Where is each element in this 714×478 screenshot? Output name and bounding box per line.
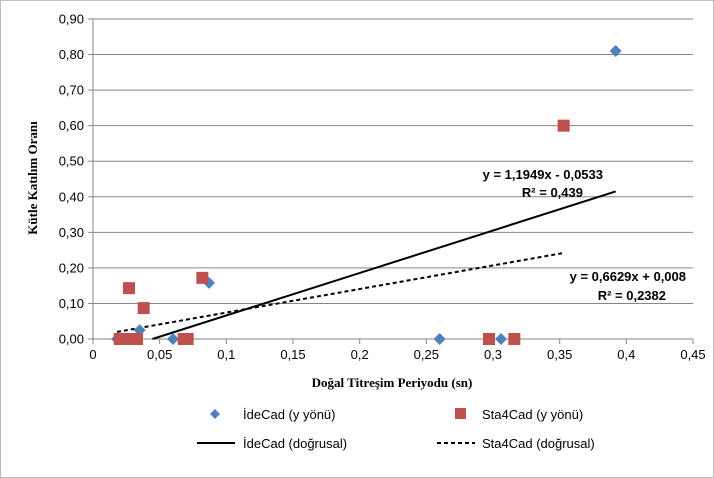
sta4cad-data-point [137,302,150,315]
legend-item-idecad-points: İdeCad (y yönü) [210,407,336,422]
sta4cad-data-point [557,119,570,132]
legend-item-sta4cad-trend: Sta4Cad (doğrusal) [437,436,595,451]
sta4cad-r2: R² = 0,2382 [598,288,666,303]
y-tick-label: 0,80 [59,47,84,62]
sta4cad-data-point [508,333,521,345]
point-layer [111,45,622,345]
sta4cad-trendline [116,251,564,333]
sta4cad-equation: y = 0,6629x + 0,008 [570,269,686,284]
y-tick-label: 0,10 [59,296,84,311]
sta4cad-data-point [196,271,209,284]
legend-item-idecad-trend: İdeCad (doğrusal) [197,436,347,451]
axis-layer: 0,000,100,200,300,400,500,600,700,800,90… [59,12,706,363]
x-tick-label: 0,45 [680,347,705,362]
legend-label-idecad-trend: İdeCad (doğrusal) [243,436,347,451]
idecad-trendline [152,190,616,340]
x-tick-label: 0,2 [351,347,369,362]
x-tick-label: 0 [89,347,96,362]
y-tick-label: 0,50 [59,154,84,169]
idecad-data-point [433,333,446,345]
idecad-data-point [495,333,507,345]
y-tick-label: 0,90 [59,12,84,27]
legend-diamond-marker [210,409,220,419]
y-tick-label: 0,70 [59,83,84,98]
sta4cad-data-point [181,333,194,345]
sta4cad-data-point [483,333,495,345]
legend-label-sta4cad-trend: Sta4Cad (doğrusal) [482,436,595,451]
y-tick-label: 0,20 [59,260,84,275]
y-axis-title: Kütle Katılım Oranı [25,121,40,235]
sta4cad-data-point [113,333,126,345]
idecad-r2: R² = 0,439 [522,185,583,200]
legend-label-sta4cad-points: Sta4Cad (y yönü) [482,407,583,422]
y-tick-label: 0,30 [59,225,84,240]
idecad-data-point [167,333,179,345]
x-tick-label: 0,3 [484,347,502,362]
x-tick-label: 0,15 [280,347,305,362]
idecad-data-point [609,45,622,57]
legend-square-marker [455,408,466,419]
grid-layer [93,18,693,304]
legend-label-idecad-points: İdeCad (y yönü) [243,407,336,422]
idecad-equation: y = 1,1949x - 0,0533 [483,167,603,182]
sta4cad-data-point [123,282,135,295]
x-tick-label: 0,05 [147,347,172,362]
x-tick-label: 0,25 [414,347,439,362]
legend-item-sta4cad-points: Sta4Cad (y yönü) [455,407,583,422]
x-tick-label: 0,35 [547,347,572,362]
trendline-layer [116,190,616,340]
y-tick-label: 0,00 [59,332,84,347]
sta4cad-data-point [131,333,143,345]
x-tick-label: 0,1 [217,347,235,362]
y-tick-label: 0,40 [59,189,84,204]
x-tick-label: 0,4 [617,347,635,362]
x-axis-title: Doğal Titreşim Periyodu (sn) [312,375,473,390]
y-tick-label: 0,60 [59,118,84,133]
legend: İdeCad (y yönü) Sta4Cad (y yönü) İdeCad … [197,407,595,451]
